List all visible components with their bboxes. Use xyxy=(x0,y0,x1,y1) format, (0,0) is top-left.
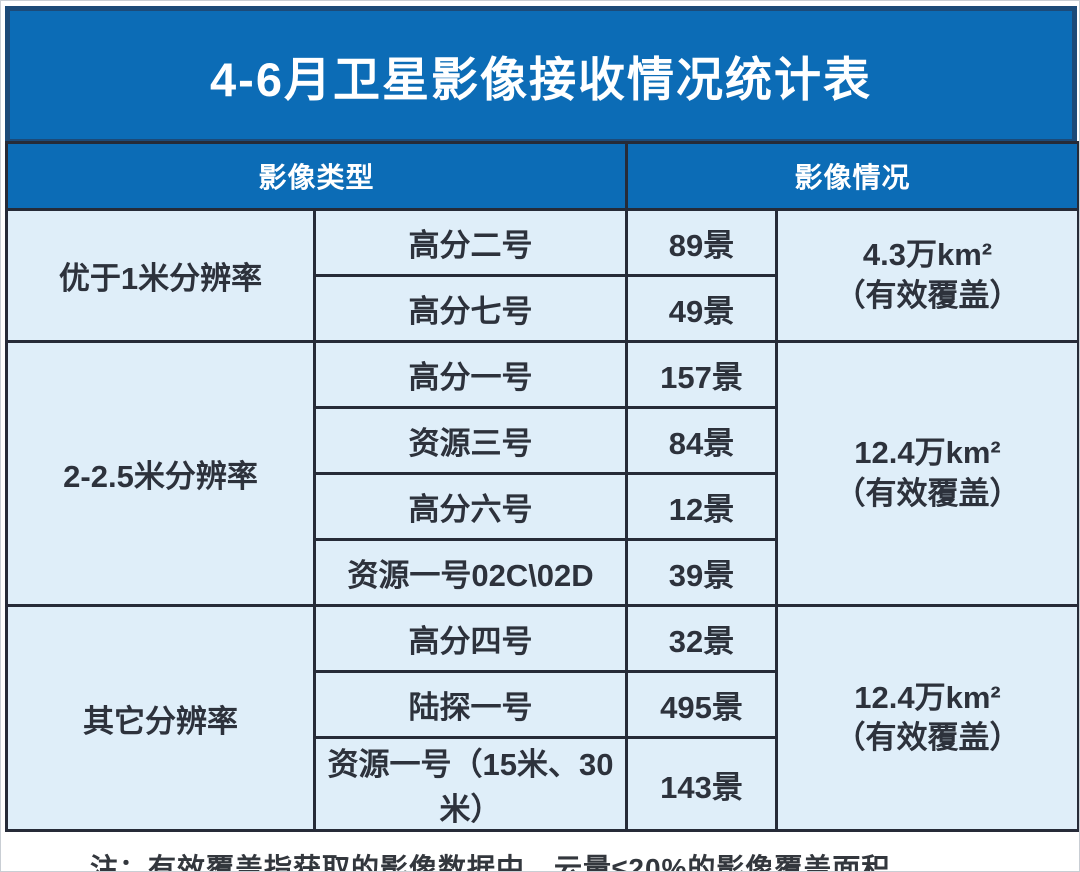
scene-count-cell: 143景 xyxy=(625,736,779,832)
row-ziyuan-3: 资源三号 84景 xyxy=(7,406,1079,475)
page-title: 4-6月卫星影像接收情况统计表 xyxy=(210,52,872,106)
satellite-name-cell: 高分七号 xyxy=(312,274,629,343)
row-gaofen-7: 高分七号 49景 xyxy=(7,274,1079,343)
satellite-name-cell: 高分一号 xyxy=(312,340,629,409)
row-gaofen-1: 2-2.5米分辨率 高分一号 157景 12.4万km² （有效覆盖） xyxy=(5,340,1079,607)
scene-count-cell: 12景 xyxy=(625,472,779,541)
row-ziyuan-1-15m-30m: 资源一号（15米、30米） 143景 xyxy=(7,736,1079,832)
row-gaofen-4: 其它分辨率 高分四号 32景 12.4万km² （有效覆盖） xyxy=(5,604,1079,832)
row-gaofen-2: 优于1米分辨率 高分二号 89景 4.3万km² （有效覆盖） xyxy=(5,208,1079,343)
footnote: 注：有效覆盖指获取的影像数据中，云量≤20%的影像覆盖面积。 xyxy=(90,853,920,872)
coverage-label: （有效覆盖） xyxy=(834,720,1021,755)
satellite-name-cell: 高分二号 xyxy=(312,208,629,277)
satellite-name-cell: 资源一号02C\02D xyxy=(312,538,629,607)
row-ziyuan-1-02c-02d: 资源一号02C\02D 39景 xyxy=(7,538,1079,607)
coverage-cell: 4.3万km² （有效覆盖） xyxy=(775,208,1079,343)
scene-count-cell: 84景 xyxy=(625,406,779,475)
header-row: 影像类型 影像情况 xyxy=(4,141,1079,211)
satellite-name-cell: 陆探一号 xyxy=(312,670,629,739)
scene-count-cell: 32景 xyxy=(625,604,779,673)
resolution-cell: 优于1米分辨率 xyxy=(5,208,316,343)
row-gaofen-6: 高分六号 12景 xyxy=(7,472,1079,541)
coverage-cell: 12.4万km² （有效覆盖） xyxy=(775,604,1079,832)
satellite-name-cell: 高分四号 xyxy=(312,604,629,673)
title-banner: 4-6月卫星影像接收情况统计表 xyxy=(5,6,1077,141)
resolution-cell: 2-2.5米分辨率 xyxy=(5,340,316,607)
satellite-stats-table: 影像类型 影像情况 优于1米分辨率 高分二号 89景 4.3万km² （有效覆盖… xyxy=(4,141,1079,832)
scene-count-cell: 49景 xyxy=(625,274,779,343)
col-header-image-status: 影像情况 xyxy=(625,141,1079,211)
satellite-name-cell: 高分六号 xyxy=(312,472,629,541)
coverage-area: 12.4万km² xyxy=(854,679,1001,715)
coverage-label: （有效覆盖） xyxy=(834,475,1021,511)
satellite-name-cell: 资源一号（15米、30米） xyxy=(312,736,629,832)
satellite-name-cell: 资源三号 xyxy=(312,406,629,475)
coverage-area: 4.3万km² xyxy=(862,237,993,273)
coverage-area: 12.4万km² xyxy=(854,435,1001,471)
coverage-cell: 12.4万km² （有效覆盖） xyxy=(775,340,1079,607)
scene-count-cell: 89景 xyxy=(625,208,779,277)
scene-count-cell: 39景 xyxy=(625,538,779,607)
scene-count-cell: 157景 xyxy=(625,340,779,409)
col-header-image-type: 影像类型 xyxy=(4,141,629,211)
scene-count-cell: 495景 xyxy=(625,670,779,739)
row-lutan-1: 陆探一号 495景 xyxy=(7,670,1079,739)
resolution-cell: 其它分辨率 xyxy=(5,604,316,832)
coverage-label: （有效覆盖） xyxy=(834,277,1021,313)
